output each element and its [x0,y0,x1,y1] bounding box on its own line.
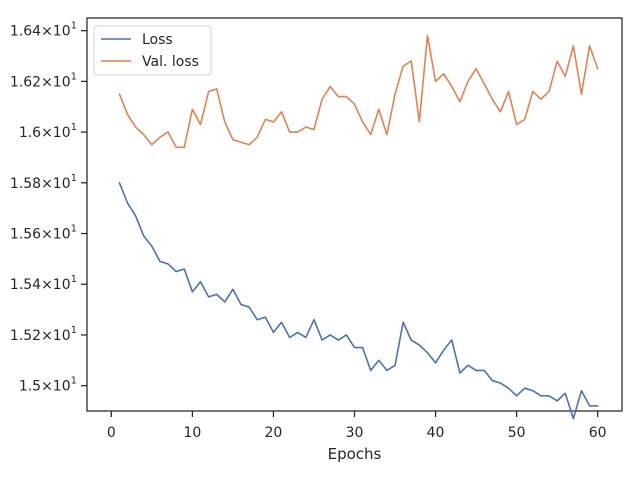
x-tick-label: 20 [265,425,283,441]
x-tick-label: 50 [508,425,526,441]
y-tick-label: 1.52×101 [10,325,77,344]
y-tick-label: 1.54×101 [10,274,77,293]
legend: Loss Val. loss [93,25,212,76]
y-axis-ticks: 1.5×101 1.52×101 1.54×101 1.56×101 1.58×101 1… [10,21,87,395]
y-tick-label: 1.64×101 [10,21,77,40]
series-line-loss [118,182,599,420]
y-tick-label: 1.58×101 [10,173,77,192]
series-line-val-loss [118,34,599,149]
legend-label-val-loss: Val. loss [142,54,199,70]
x-tick-label: 30 [346,425,364,441]
x-tick-label: 0 [107,425,116,441]
y-tick-label: 1.62×101 [10,71,77,90]
y-tick-label: 1.5×101 [19,376,77,395]
x-axis-label: Epochs [328,445,382,463]
y-tick-label: 1.56×101 [10,224,77,243]
x-tick-label: 40 [427,425,445,441]
x-axis-ticks: 0 10 20 30 40 50 60 [107,411,607,441]
x-tick-label: 60 [589,425,607,441]
y-tick-label: 1.6×101 [19,122,77,141]
plot-area [86,17,623,412]
x-tick-label: 10 [183,425,201,441]
series-lines [118,34,599,420]
legend-label-loss: Loss [142,32,173,48]
